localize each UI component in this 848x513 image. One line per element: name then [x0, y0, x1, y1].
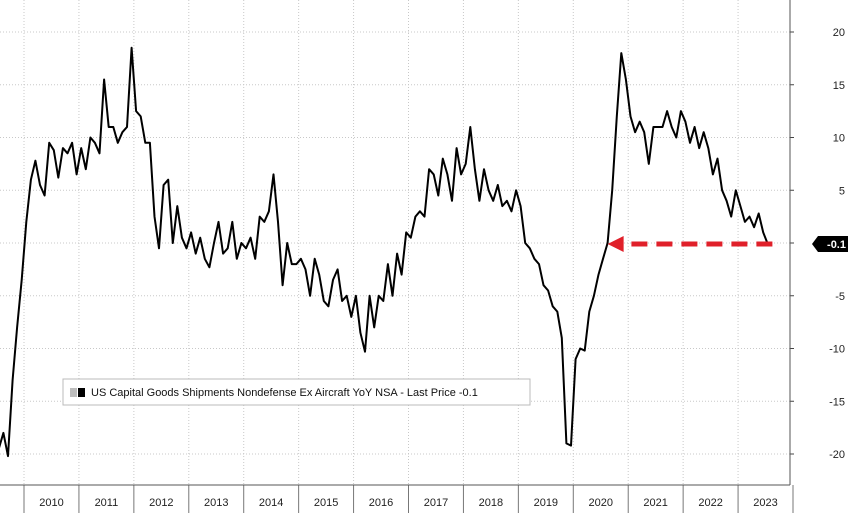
- series-line: [0, 46, 769, 458]
- x-tick-label: 2021: [643, 497, 667, 509]
- y-tick-label: 15: [833, 80, 845, 92]
- x-tick-label: 2020: [589, 497, 613, 509]
- x-tick-label: 2012: [149, 497, 173, 509]
- y-tick-label: 20: [833, 27, 845, 39]
- series-layer: [0, 46, 769, 458]
- y-tick-label: 10: [833, 133, 845, 145]
- x-tick-label: 2013: [204, 497, 228, 509]
- x-tick-label: 2011: [95, 497, 119, 509]
- x-tick-label: 2017: [424, 497, 448, 509]
- y-tick-label: 5: [839, 185, 845, 197]
- legend-swatch-gray: [70, 388, 77, 397]
- y-tick-label: -15: [829, 396, 845, 408]
- x-tick-label: 2016: [369, 497, 393, 509]
- annotations: [607, 236, 773, 253]
- arrow-head: [607, 236, 624, 253]
- x-axis: 2010 2011 2012 2013 2014 2015 2016 2017 2018 2019…: [0, 484, 794, 513]
- x-tick-label: 2010: [39, 497, 63, 509]
- x-tick-label: 2019: [534, 497, 558, 509]
- y-tick-label: -10: [829, 344, 845, 356]
- y-tick-label: -5: [835, 291, 845, 303]
- last-price-label: -0.1: [827, 239, 846, 251]
- x-tick-label: 2015: [314, 497, 338, 509]
- legend-label: US Capital Goods Shipments Nondefense Ex…: [91, 387, 478, 399]
- y-axis: 20151050-5-10-15-20-0.1: [789, 0, 848, 485]
- x-tick-label: 2023: [753, 497, 777, 509]
- y-tick-label: -20: [829, 449, 845, 461]
- legend-swatch-black: [78, 388, 85, 397]
- x-tick-label: 2022: [698, 497, 722, 509]
- last-price-badge: [812, 236, 848, 253]
- x-tick-label: 2018: [479, 497, 503, 509]
- x-tick-label: 2014: [259, 497, 283, 509]
- legend-box: [62, 378, 531, 406]
- legend: US Capital Goods Shipments Nondefense Ex…: [62, 378, 531, 406]
